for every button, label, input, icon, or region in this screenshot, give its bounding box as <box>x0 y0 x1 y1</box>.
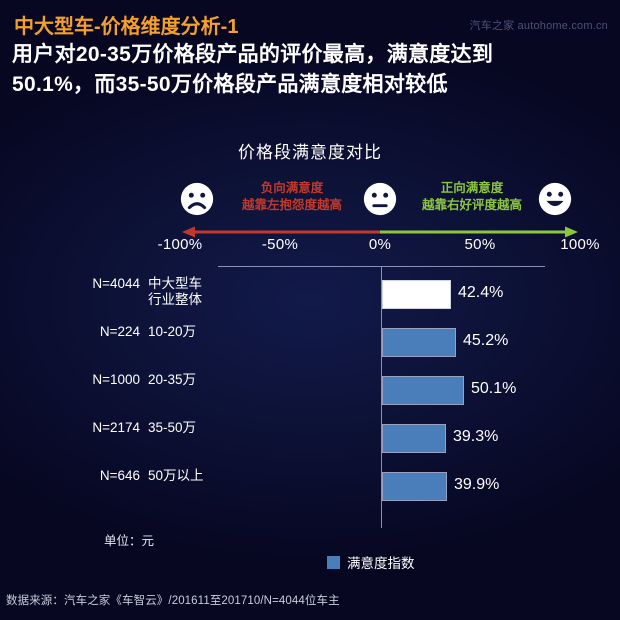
bar-0 <box>382 280 451 309</box>
table-row: N=1000 20-35万 50.1% <box>0 372 620 420</box>
subtitle-line-1: 用户对20-35万价格段产品的评价最高，满意度达到 <box>12 43 494 66</box>
row-sample-size: N=2174 <box>92 420 140 435</box>
scale-arrow-axis <box>182 226 578 238</box>
row-category-line-1: 35-50万 <box>148 420 197 435</box>
scale-tick-labels: -100% -50% 0% 50% 100% <box>158 236 600 260</box>
bar-3 <box>382 424 446 453</box>
row-category-label: 20-35万 <box>148 372 268 388</box>
unit-note: 单位：元 <box>104 534 155 548</box>
bar-value-1: 45.2% <box>463 332 509 349</box>
sad-face-icon <box>178 180 216 218</box>
row-category-label: 10-20万 <box>148 324 268 340</box>
row-category-line-2: 行业整体 <box>148 292 202 307</box>
table-row: N=4044 中大型车 行业整体 42.4% <box>0 276 620 324</box>
row-category-label: 50万以上 <box>148 468 268 484</box>
row-sample-size: N=1000 <box>92 372 140 387</box>
data-source-note: 数据来源：汽车之家《车智云》/201611至201710/N=4044位车主 <box>6 595 340 607</box>
page-title: 中大型车-价格维度分析-1 <box>14 16 239 38</box>
satisfaction-scale: 负向满意度 越靠左抱怨度越高 正向满意度 越靠右好评度越高 -100% -50%… <box>158 178 600 258</box>
watermark: 汽车之家 autohome.com.cn <box>469 20 608 32</box>
row-category-line-1: 10-20万 <box>148 324 197 339</box>
happy-face-icon <box>536 180 574 218</box>
row-category-line-1: 20-35万 <box>148 372 197 387</box>
neutral-face-icon <box>361 180 399 218</box>
table-row: N=2174 35-50万 39.3% <box>0 420 620 468</box>
chart-title: 价格段满意度对比 <box>238 143 382 162</box>
bar-value-0: 42.4% <box>458 284 504 301</box>
subtitle-line-2: 50.1%，而35-50万价格段产品满意度相对较低 <box>12 73 448 96</box>
bar-value-3: 39.3% <box>453 428 499 445</box>
scale-tick-0: -100% <box>157 236 203 253</box>
legend-label: 满意度指数 <box>347 556 415 571</box>
scale-tick-1: -50% <box>261 236 299 253</box>
bar-4 <box>382 472 447 501</box>
negative-label-line-2: 越靠左抱怨度越高 <box>241 198 342 212</box>
bar-2 <box>382 376 464 405</box>
subtitle: 用户对20-35万价格段产品的评价最高，满意度达到 50.1%，而35-50万价… <box>12 40 612 100</box>
bar-chart-plot: N=4044 中大型车 行业整体 42.4% N=224 10-20万 45.2… <box>0 262 620 532</box>
row-category-label: 中大型车 行业整体 <box>148 276 268 308</box>
row-sample-size: N=224 <box>99 324 140 339</box>
scale-tick-2: 0% <box>368 236 392 253</box>
legend-swatch-icon <box>327 555 340 569</box>
positive-label-line-2: 越靠右好评度越高 <box>421 198 522 212</box>
negative-label-line-1: 负向满意度 <box>260 181 324 195</box>
row-sample-size: N=4044 <box>92 276 140 291</box>
row-category-label: 35-50万 <box>148 420 268 436</box>
negative-satisfaction-label: 负向满意度 越靠左抱怨度越高 <box>222 180 362 214</box>
scale-tick-4: 100% <box>560 236 600 253</box>
row-category-line-1: 中大型车 <box>148 276 202 291</box>
positive-label-line-1: 正向满意度 <box>440 181 504 195</box>
table-row: N=224 10-20万 45.2% <box>0 324 620 372</box>
scale-tick-3: 50% <box>464 236 496 253</box>
chart-legend: 满意度指数 <box>327 552 415 572</box>
row-category-line-1: 50万以上 <box>148 468 204 483</box>
row-sample-size: N=646 <box>99 468 140 483</box>
table-row: N=646 50万以上 39.9% <box>0 468 620 516</box>
bar-1 <box>382 328 456 357</box>
zero-axis-line <box>381 266 382 528</box>
bar-value-4: 39.9% <box>454 476 500 493</box>
positive-satisfaction-label: 正向满意度 越靠右好评度越高 <box>402 180 542 214</box>
bar-value-2: 50.1% <box>471 380 517 397</box>
